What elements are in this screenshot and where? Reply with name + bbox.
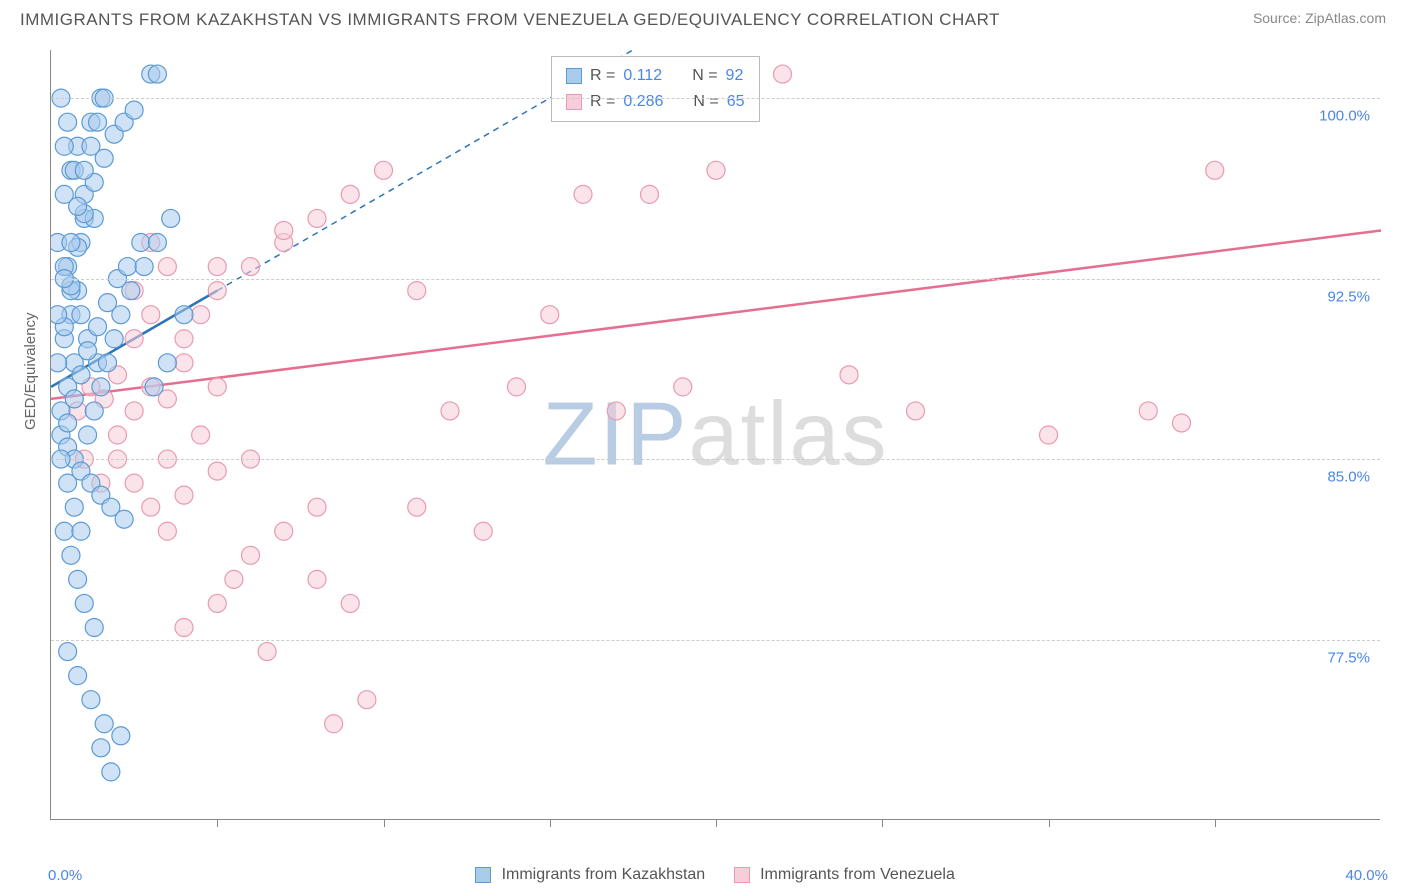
series-legend: Immigrants from Kazakhstan Immigrants fr… bbox=[0, 866, 1406, 884]
y-axis-label: GED/Equivalency bbox=[22, 312, 39, 430]
n-value: 92 bbox=[726, 63, 744, 89]
r-label: R = bbox=[590, 89, 615, 115]
gridline bbox=[51, 279, 1380, 280]
legend-label-kazakhstan: Immigrants from Kazakhstan bbox=[502, 866, 706, 883]
chart-title: IMMIGRANTS FROM KAZAKHSTAN VS IMMIGRANTS… bbox=[20, 10, 1000, 30]
x-tick bbox=[882, 819, 883, 827]
x-tick bbox=[716, 819, 717, 827]
legend-label-venezuela: Immigrants from Venezuela bbox=[760, 866, 955, 883]
r-value: 0.112 bbox=[623, 63, 662, 89]
y-tick-label: 77.5% bbox=[1327, 649, 1370, 666]
gridline bbox=[51, 98, 1380, 99]
legend-swatch bbox=[566, 94, 582, 110]
x-tick bbox=[217, 819, 218, 827]
y-tick-label: 100.0% bbox=[1319, 108, 1370, 125]
y-tick-label: 92.5% bbox=[1327, 288, 1370, 305]
n-value: 65 bbox=[727, 89, 745, 115]
legend-swatch bbox=[566, 68, 582, 84]
legend-swatch-venezuela bbox=[734, 867, 750, 883]
scatter-plot-svg bbox=[51, 50, 1381, 820]
x-tick bbox=[1215, 819, 1216, 827]
legend-swatch-kazakhstan bbox=[475, 867, 491, 883]
r-label: R = bbox=[590, 63, 615, 89]
correlation-legend: R = 0.112 N = 92 R = 0.286 N = 65 bbox=[551, 56, 760, 122]
n-label: N = bbox=[693, 89, 718, 115]
r-value: 0.286 bbox=[623, 89, 663, 115]
source-label: Source: ZipAtlas.com bbox=[1253, 10, 1386, 26]
n-label: N = bbox=[692, 63, 717, 89]
x-tick bbox=[384, 819, 385, 827]
gridline bbox=[51, 640, 1380, 641]
x-tick bbox=[1049, 819, 1050, 827]
legend-row: R = 0.286 N = 65 bbox=[566, 89, 745, 115]
legend-row: R = 0.112 N = 92 bbox=[566, 63, 745, 89]
y-tick-label: 85.0% bbox=[1327, 469, 1370, 486]
chart-area: ZIPatlas R =0.112N =92R =0.286N =65 77.5… bbox=[50, 50, 1380, 820]
gridline bbox=[51, 459, 1380, 460]
x-tick bbox=[550, 819, 551, 827]
